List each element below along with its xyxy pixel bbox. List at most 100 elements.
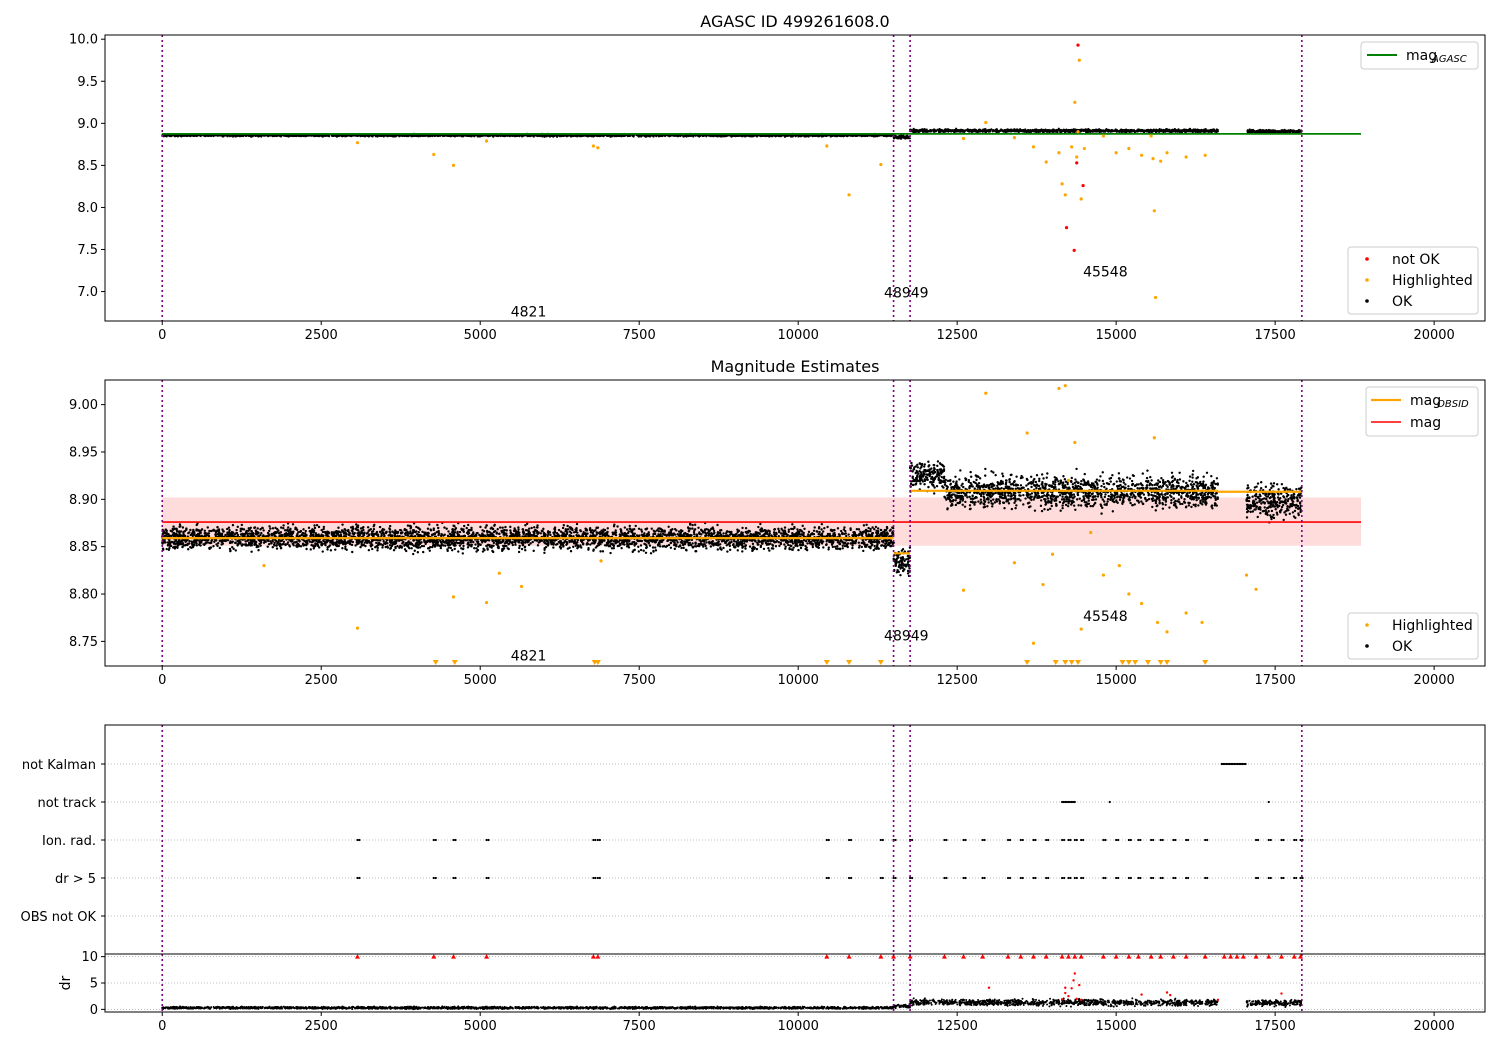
agasc-ok-point <box>897 134 901 138</box>
agasc-ok-point <box>1262 130 1265 133</box>
agasc-ok-point <box>1180 129 1183 132</box>
agasc-ok-point <box>526 134 529 137</box>
agasc-ok-point <box>367 134 370 137</box>
agasc-ok-point <box>701 134 704 138</box>
agasc-ok-point <box>795 134 798 137</box>
agasc-xtick-label: 2500 <box>305 328 338 343</box>
agasc-not-ok-point <box>1075 161 1079 165</box>
agasc-highlighted-point <box>825 144 829 148</box>
agasc-highlighted-point <box>1044 160 1048 164</box>
estimates-ok-point <box>239 529 242 533</box>
agasc-ok-point <box>1254 130 1257 133</box>
estimates-xtick-label: 5000 <box>464 673 497 688</box>
agasc-ok-point <box>414 134 417 138</box>
agasc-ok-point <box>1139 129 1143 132</box>
estimates-ok-point <box>606 527 609 530</box>
agasc-legend-label: not OK <box>1392 252 1440 268</box>
agasc-ok-point <box>382 134 385 137</box>
agasc-ok-point <box>1277 130 1280 133</box>
agasc-ytick-label: 9.0 <box>77 117 98 132</box>
agasc-not-ok-point <box>1072 248 1076 252</box>
agasc-xtick-label: 20000 <box>1413 328 1454 343</box>
agasc-ok-point <box>1130 129 1133 132</box>
agasc-ok-point <box>987 130 990 133</box>
agasc-ok-point <box>306 134 309 137</box>
agasc-ok-point <box>720 135 723 138</box>
estimates-ytick-label: 8.90 <box>69 493 98 508</box>
agasc-highlighted-point <box>1159 159 1163 163</box>
agasc-panel-frame <box>104 34 1486 322</box>
estimates-ok-point <box>262 529 265 532</box>
agasc-highlighted-point <box>1152 209 1156 213</box>
agasc-highlighted-point <box>1114 151 1118 155</box>
agasc-highlighted-point <box>1070 145 1074 149</box>
agasc-ok-point <box>708 134 711 137</box>
estimates-ok-point <box>256 527 259 530</box>
agasc-ok-point <box>193 134 196 138</box>
agasc-ok-point <box>1154 130 1158 133</box>
agasc-ok-point <box>797 135 800 138</box>
agasc-ok-point <box>791 134 795 137</box>
agasc-ok-point <box>316 134 320 137</box>
agasc-ok-point <box>904 136 907 139</box>
estimates-ok-point <box>691 523 694 527</box>
agasc-ok-point <box>733 134 736 137</box>
agasc-ok-point <box>968 128 972 131</box>
agasc-legend-marker <box>1365 278 1369 282</box>
agasc-ok-point <box>654 134 657 137</box>
estimates-ok-point <box>439 546 443 550</box>
agasc-ok-point <box>1195 130 1198 133</box>
agasc-ok-point <box>458 134 461 137</box>
agasc-highlighted-point <box>355 141 360 145</box>
agasc-ok-point <box>1287 129 1290 132</box>
estimates-ytick-label: 8.85 <box>69 540 98 555</box>
estimates-ok-point <box>436 523 439 527</box>
agasc-ok-point <box>996 129 999 132</box>
agasc-not-ok-point <box>1081 183 1085 188</box>
estimates-ok-point <box>291 523 295 526</box>
agasc-ok-point <box>1116 129 1119 132</box>
estimates-ok-point <box>479 525 482 529</box>
agasc-ok-point <box>343 134 346 137</box>
agasc-ok-point <box>605 134 609 137</box>
estimates-xtick-label: 17500 <box>1254 673 1295 688</box>
agasc-xtick-label: 7500 <box>623 328 656 343</box>
agasc-ok-point <box>1058 129 1061 132</box>
agasc-ok-point <box>1087 127 1090 131</box>
agasc-ok-point <box>550 134 554 137</box>
agasc-ok-point <box>212 134 215 138</box>
agasc-ok-point <box>1199 129 1202 132</box>
agasc-ok-point <box>1119 129 1122 132</box>
estimates-ok-point <box>504 525 507 529</box>
estimates-ok-point <box>851 546 854 550</box>
agasc-ok-point <box>1257 129 1260 132</box>
agasc-ok-point <box>492 135 495 138</box>
agasc-ok-point <box>908 137 911 140</box>
agasc-ok-point <box>422 134 426 138</box>
agasc-ok-point <box>1091 128 1095 132</box>
agasc-ok-point <box>811 135 814 138</box>
agasc-ok-point <box>1084 129 1088 132</box>
agasc-ok-point <box>1150 129 1153 133</box>
agasc-highlighted-point <box>961 136 966 141</box>
agasc-ok-point <box>637 135 640 138</box>
agasc-xtick-label: 12500 <box>936 328 977 343</box>
estimates-xtick-label: 12500 <box>936 673 977 688</box>
agasc-highlighted-point <box>1082 146 1086 151</box>
agasc-obsid-label: 45548 <box>1083 264 1128 280</box>
agasc-highlighted-point <box>1079 197 1083 201</box>
estimates-xtick-label: 2500 <box>305 673 338 688</box>
agasc-ok-point <box>949 129 952 132</box>
agasc-highlighted-point <box>591 144 596 148</box>
agasc-legend-marker <box>1365 299 1369 303</box>
agasc-ok-point <box>1272 129 1275 132</box>
agasc-ok-point <box>1175 129 1179 132</box>
agasc-not-ok-point <box>1076 43 1080 47</box>
magnitude-panel: Magnitude Estimates 0 2500 5000 7500 10000 12… <box>69 357 1486 688</box>
estimates-ok-point <box>873 528 876 531</box>
agasc-highlighted-point <box>1127 146 1131 151</box>
agasc-ok-point <box>1137 128 1140 131</box>
agasc-ok-point <box>359 135 362 138</box>
agasc-ok-point <box>258 134 261 137</box>
